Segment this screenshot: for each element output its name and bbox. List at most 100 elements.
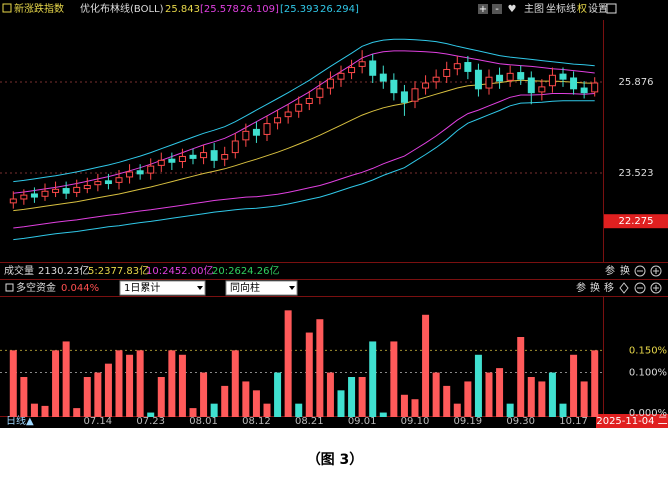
bar (485, 372, 493, 417)
candle-body (30, 193, 38, 198)
candle-body (422, 82, 430, 89)
bar (432, 372, 440, 417)
candle-body (305, 97, 313, 105)
x-tick-label: 07.23 (136, 416, 165, 427)
dropdown[interactable] (225, 280, 298, 296)
toolbar-item[interactable]: 换 (620, 264, 630, 277)
candle-body (474, 69, 482, 90)
volume-text: 5:2377.83亿 (88, 264, 149, 277)
candle-body (517, 72, 525, 80)
candle-body (485, 76, 493, 89)
volume-text: 成交量 (4, 264, 34, 277)
bar (157, 377, 165, 417)
bar (570, 354, 578, 417)
candle-body (411, 88, 419, 102)
toolbar-item[interactable]: 主图 (524, 3, 544, 15)
bar (284, 310, 292, 417)
bar (316, 319, 324, 417)
bar (580, 381, 588, 417)
bar (559, 403, 567, 417)
favorite-icon[interactable]: ♥ (508, 4, 517, 15)
y-tick-label: 25.876 (619, 77, 654, 88)
toolbar-item[interactable]: 设置 (588, 3, 608, 15)
x-tick-label: 09.19 (454, 416, 483, 427)
bar (369, 341, 377, 417)
bar (464, 381, 472, 417)
indicator-value: [25.578 (200, 4, 239, 15)
dropdown[interactable] (119, 280, 206, 296)
indicator-name: 优化布林线(BOLL) (80, 2, 164, 15)
zoom-button[interactable] (650, 265, 662, 277)
candle-body (400, 91, 408, 103)
candle-body (369, 60, 377, 76)
candle-body (242, 130, 250, 141)
bar (496, 368, 504, 417)
zoom-button[interactable] (634, 282, 646, 294)
x-tick-label: 09.30 (506, 416, 535, 427)
toolbar-item[interactable]: 移 (604, 281, 614, 294)
candle-body (453, 63, 461, 70)
candle-body (284, 111, 292, 118)
candle-body (432, 76, 440, 83)
candle-body (168, 158, 176, 163)
y-tick-label: 0.150% (629, 345, 667, 356)
bar (178, 354, 186, 417)
x-tick-label: 07.14 (84, 416, 113, 427)
indicator-value: 25.843 (165, 4, 200, 15)
candle-body (221, 154, 229, 160)
candle-body (570, 77, 578, 90)
bar (474, 354, 482, 417)
candle-body (200, 152, 208, 159)
bar (200, 372, 208, 417)
toolbar-item[interactable]: 换 (590, 281, 600, 294)
candle-body (527, 77, 535, 94)
period-label[interactable]: 日线▲ (6, 414, 34, 427)
zoom-button[interactable] (634, 265, 646, 277)
bar (400, 394, 408, 417)
toolbar-item[interactable]: 参 (605, 264, 615, 277)
bar (263, 403, 271, 417)
toolbar-item[interactable]: 坐标线 (546, 2, 576, 15)
candle-body (464, 62, 472, 72)
x-tick-label: 10.17 (559, 416, 588, 427)
zoom-in-button[interactable] (478, 4, 488, 14)
x-tick-label: 08.01 (189, 416, 218, 427)
candle-body (295, 103, 303, 112)
bar (189, 408, 197, 417)
candle-body (496, 74, 504, 82)
bar (326, 372, 334, 417)
bar (591, 350, 599, 417)
candle-body (189, 154, 197, 159)
x-tick-label: 08.21 (295, 416, 324, 427)
highlight-box (604, 214, 668, 229)
pin-icon[interactable] (619, 282, 629, 294)
highlight-label: 22.275 (619, 216, 654, 227)
bar (20, 377, 28, 417)
bar (443, 385, 451, 417)
toolbar-item[interactable]: 权 (577, 2, 587, 15)
zoom-button[interactable] (650, 282, 662, 294)
bar (9, 350, 17, 417)
candle-body (263, 123, 271, 135)
bar (104, 363, 112, 417)
candle-body (379, 73, 387, 82)
toolbar-icons[interactable]: + - ♥ (478, 3, 617, 15)
bar (274, 372, 282, 417)
bar (506, 403, 514, 417)
candle-body (326, 78, 334, 89)
zoom-out-button[interactable] (492, 4, 502, 14)
candle-body (136, 170, 144, 175)
bar (517, 337, 525, 417)
candle-body (231, 140, 239, 154)
dropdown-text: 1日累计 (124, 281, 160, 294)
candle-body (104, 180, 112, 185)
bar (295, 403, 303, 417)
window-button[interactable] (606, 3, 617, 14)
bar (41, 405, 49, 417)
bar (379, 412, 387, 417)
toolbar-item[interactable]: 参 (576, 281, 586, 294)
indicator-value: 26.109] (240, 4, 279, 15)
bar (168, 350, 176, 417)
indicator-value: 26.294] (320, 4, 359, 15)
candle-body (41, 190, 49, 197)
